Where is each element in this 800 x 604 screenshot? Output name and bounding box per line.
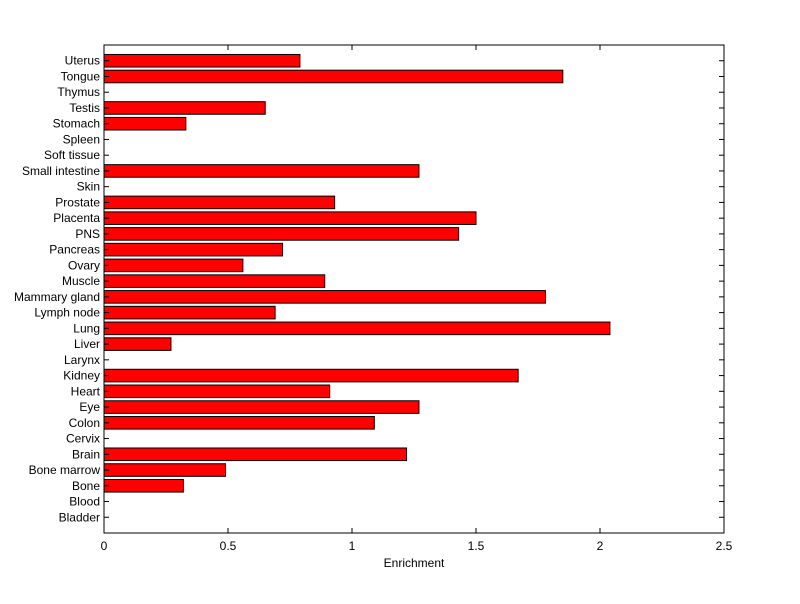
bar-pancreas <box>103 242 284 257</box>
y-tick-label: Bone marrow <box>29 463 101 477</box>
y-tick-label: PNS <box>75 227 100 241</box>
x-tick-labels-group: 0 0.5 1 1.5 2 2.5 <box>101 539 733 553</box>
y-tick-label: Liver <box>74 337 100 351</box>
y-tick-label: Tongue <box>61 69 101 83</box>
y-tick-label: Eye <box>79 400 100 414</box>
y-tick-label: Placenta <box>53 211 100 225</box>
y-tick-label: Blood <box>69 495 100 509</box>
bar-eye <box>103 400 420 414</box>
y-tick-label: Bone <box>72 479 100 493</box>
bar-small-intestine <box>103 164 420 178</box>
bar-liver <box>103 337 172 351</box>
bar-uterus <box>103 53 301 68</box>
y-tick-label: Small intestine <box>22 164 100 178</box>
plot-frame <box>103 44 725 534</box>
bar-mammary-gland <box>103 290 546 304</box>
bars-group <box>103 53 611 493</box>
y-tick-label: Soft tissue <box>44 148 100 162</box>
y-tick-label: Brain <box>72 447 100 461</box>
x-tick-label: 2.5 <box>716 539 733 553</box>
bar-brain <box>103 447 408 462</box>
y-tick-label: Thymus <box>57 85 100 99</box>
y-tick-label: Lung <box>73 321 100 335</box>
x-tick-label: 0 <box>101 539 108 553</box>
bar-stomach <box>103 116 187 131</box>
bar-tongue <box>103 69 564 84</box>
y-tick-label: Spleen <box>63 132 100 146</box>
y-tick-label: Heart <box>71 384 101 398</box>
bar-colon <box>103 416 375 430</box>
x-tick-label: 2 <box>597 539 604 553</box>
x-tick-label: 0.5 <box>220 539 237 553</box>
y-tick-label: Prostate <box>55 195 100 209</box>
bar-lung <box>103 321 611 336</box>
bar-bone-marrow <box>103 463 227 477</box>
y-tick-label: Mammary gland <box>14 290 100 304</box>
y-tick-label: Uterus <box>65 54 100 68</box>
y-tick-label: Larynx <box>64 353 100 367</box>
y-tick-label: Pancreas <box>49 243 100 257</box>
y-tick-label: Lymph node <box>34 306 100 320</box>
bar-ovary <box>103 258 244 273</box>
bar-placenta <box>103 211 477 225</box>
y-tick-label: Cervix <box>66 432 100 446</box>
y-tick-label: Bladder <box>59 510 100 524</box>
bar-bone <box>103 478 184 493</box>
bar-lymph-node <box>103 305 276 320</box>
bar-pns <box>103 227 460 241</box>
y-tick-label: Colon <box>69 416 100 430</box>
bar-prostate <box>103 195 336 210</box>
x-axis-label: Enrichment <box>384 556 445 570</box>
y-tick-label: Muscle <box>62 274 100 288</box>
y-tick-label: Ovary <box>68 258 100 272</box>
bar-muscle <box>103 274 326 288</box>
bar-kidney <box>103 368 519 383</box>
bar-testis <box>103 101 266 115</box>
y-tick-label: Testis <box>69 101 100 115</box>
y-tick-label: Kidney <box>63 369 100 383</box>
x-tick-label: 1 <box>349 539 356 553</box>
y-tick-label: Stomach <box>53 117 100 131</box>
y-tick-label: Skin <box>77 180 100 194</box>
x-tick-label: 1.5 <box>468 539 485 553</box>
bar-heart <box>103 384 331 399</box>
